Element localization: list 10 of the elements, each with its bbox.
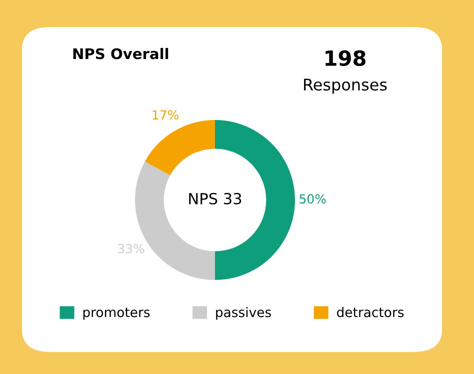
legend-label: promoters <box>83 308 150 320</box>
text: Responses <box>304 78 387 94</box>
legend-label: detractors <box>336 307 404 318</box>
legend-label: passives <box>216 307 271 320</box>
donut-slice <box>144 120 215 176</box>
data-label: 50% <box>300 194 326 204</box>
text: 198 <box>326 50 366 66</box>
chart-title: NPS Overall <box>73 48 168 60</box>
data-label: 17% <box>152 110 179 120</box>
text: NPS 33 <box>189 192 242 204</box>
